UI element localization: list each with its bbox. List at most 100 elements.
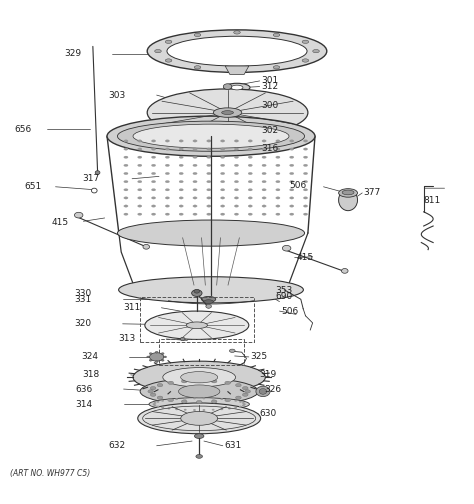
Ellipse shape	[168, 381, 173, 385]
Text: 329: 329	[64, 49, 81, 58]
Text: 302: 302	[262, 125, 279, 135]
Ellipse shape	[234, 205, 238, 207]
Text: 331: 331	[74, 295, 91, 304]
Ellipse shape	[147, 30, 327, 73]
Ellipse shape	[193, 180, 197, 183]
Text: 326: 326	[264, 385, 282, 394]
Ellipse shape	[151, 205, 155, 207]
Ellipse shape	[220, 205, 225, 207]
Ellipse shape	[259, 389, 267, 394]
Text: 415: 415	[296, 253, 313, 262]
Ellipse shape	[155, 351, 158, 353]
Ellipse shape	[179, 213, 183, 215]
Text: 320: 320	[74, 320, 91, 328]
Ellipse shape	[196, 379, 202, 383]
Ellipse shape	[193, 398, 196, 399]
Ellipse shape	[163, 367, 236, 387]
Ellipse shape	[124, 205, 128, 207]
Ellipse shape	[234, 172, 238, 175]
Ellipse shape	[239, 406, 242, 408]
Ellipse shape	[290, 213, 294, 215]
Ellipse shape	[262, 205, 266, 207]
Ellipse shape	[157, 384, 163, 387]
Ellipse shape	[207, 148, 211, 150]
Ellipse shape	[137, 205, 142, 207]
Ellipse shape	[262, 156, 266, 158]
Ellipse shape	[220, 213, 225, 215]
Ellipse shape	[74, 212, 83, 218]
Ellipse shape	[191, 290, 202, 296]
Ellipse shape	[151, 180, 155, 183]
Ellipse shape	[220, 156, 225, 158]
Ellipse shape	[290, 148, 294, 150]
Ellipse shape	[202, 398, 205, 399]
Ellipse shape	[262, 172, 266, 175]
Ellipse shape	[290, 140, 294, 142]
Ellipse shape	[342, 190, 354, 195]
Ellipse shape	[234, 180, 238, 183]
Ellipse shape	[239, 401, 242, 403]
Ellipse shape	[290, 205, 294, 207]
Ellipse shape	[165, 148, 170, 150]
Ellipse shape	[234, 213, 238, 215]
Ellipse shape	[234, 188, 238, 191]
Ellipse shape	[165, 205, 170, 207]
Ellipse shape	[207, 140, 211, 142]
Ellipse shape	[148, 390, 154, 393]
Ellipse shape	[165, 59, 172, 62]
Ellipse shape	[201, 296, 216, 302]
Ellipse shape	[211, 400, 217, 403]
Text: 318: 318	[82, 370, 100, 380]
Ellipse shape	[207, 197, 211, 199]
Ellipse shape	[151, 188, 155, 191]
Ellipse shape	[234, 68, 240, 72]
Ellipse shape	[124, 164, 128, 166]
Ellipse shape	[137, 164, 142, 166]
Ellipse shape	[193, 197, 197, 199]
Ellipse shape	[228, 408, 231, 409]
Ellipse shape	[133, 361, 265, 393]
Ellipse shape	[283, 245, 291, 251]
Ellipse shape	[137, 140, 142, 142]
Ellipse shape	[133, 124, 289, 148]
Ellipse shape	[220, 398, 223, 400]
Text: 311: 311	[123, 303, 140, 312]
Ellipse shape	[124, 140, 128, 142]
Ellipse shape	[165, 213, 170, 215]
Text: 656: 656	[15, 124, 32, 134]
Ellipse shape	[165, 40, 172, 43]
Ellipse shape	[276, 172, 280, 175]
Ellipse shape	[95, 171, 100, 174]
Ellipse shape	[242, 393, 248, 396]
Ellipse shape	[184, 409, 187, 411]
Text: 811: 811	[424, 196, 441, 205]
Ellipse shape	[193, 172, 197, 175]
Ellipse shape	[151, 156, 155, 158]
Ellipse shape	[262, 188, 266, 191]
Ellipse shape	[155, 49, 161, 53]
Ellipse shape	[276, 197, 280, 199]
Ellipse shape	[151, 172, 155, 175]
Ellipse shape	[147, 356, 150, 358]
Ellipse shape	[220, 148, 225, 150]
Ellipse shape	[213, 108, 242, 117]
Text: 319: 319	[260, 370, 277, 380]
Text: 325: 325	[250, 352, 267, 361]
Ellipse shape	[179, 180, 183, 183]
Ellipse shape	[245, 390, 250, 393]
Ellipse shape	[194, 434, 204, 438]
Text: 317: 317	[82, 174, 100, 183]
Ellipse shape	[248, 164, 252, 166]
Text: 636: 636	[75, 385, 92, 394]
Ellipse shape	[164, 356, 166, 358]
Ellipse shape	[224, 83, 250, 92]
Ellipse shape	[194, 33, 201, 37]
Ellipse shape	[156, 406, 159, 408]
Ellipse shape	[248, 213, 252, 215]
Text: 324: 324	[81, 352, 98, 361]
Ellipse shape	[179, 140, 183, 142]
Ellipse shape	[276, 140, 280, 142]
Ellipse shape	[154, 402, 156, 404]
Ellipse shape	[149, 359, 152, 361]
Ellipse shape	[273, 66, 280, 69]
